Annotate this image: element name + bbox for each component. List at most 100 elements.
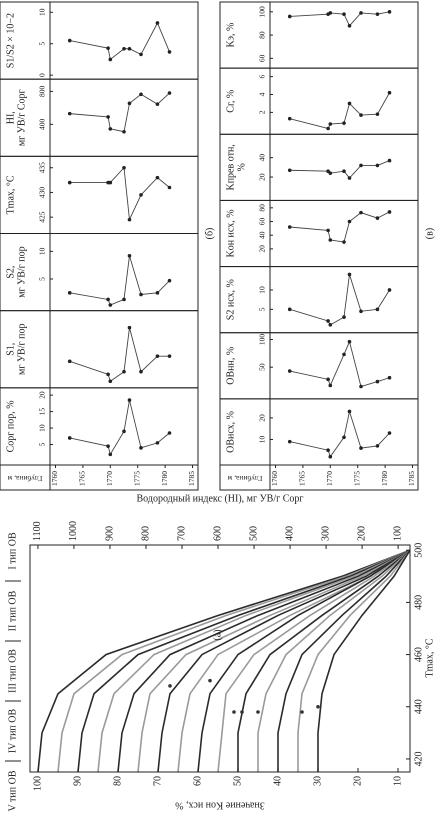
log-point — [387, 210, 392, 214]
y-tick-label: 70 — [152, 776, 163, 786]
log-line — [69, 92, 170, 133]
log-line — [69, 166, 170, 222]
log-tick-label: 5 — [38, 42, 47, 46]
log-panel — [0, 232, 199, 312]
log-line — [69, 255, 170, 306]
x-tick-label: 440 — [413, 699, 424, 714]
log-point — [387, 158, 392, 163]
log-point — [122, 297, 126, 302]
curve — [137, 549, 411, 773]
log-point — [108, 127, 113, 131]
type-label: V тип ОВ — [7, 770, 18, 811]
y-tick-label: 10 — [392, 776, 403, 786]
log-title: S2, — [5, 266, 16, 279]
log-point — [359, 113, 363, 117]
log-point — [347, 219, 352, 224]
depth-tick-label: 1780 — [160, 471, 169, 486]
log-point — [155, 21, 160, 25]
log-point — [139, 446, 143, 450]
log-point — [127, 398, 132, 402]
log-point — [328, 122, 333, 126]
log-point — [287, 307, 292, 312]
log-point — [106, 372, 110, 377]
log-point — [167, 50, 172, 54]
y-tick-label: 30 — [312, 776, 323, 786]
log-point — [328, 11, 333, 15]
log-line — [69, 327, 170, 382]
log-title: S1, — [5, 343, 16, 356]
log-point — [108, 452, 113, 457]
log-point — [127, 46, 132, 51]
y2-tick-label: 700 — [176, 526, 187, 541]
depth-tick-label: 1785 — [187, 471, 196, 486]
log-tick-label: 10 — [258, 435, 267, 443]
curve — [77, 549, 411, 773]
log-point — [67, 436, 72, 440]
log-point — [287, 14, 292, 19]
log-point — [139, 52, 143, 57]
depth-title: Глубина, м — [227, 474, 262, 483]
y2-tick-label: 900 — [104, 526, 115, 541]
type-label: IV тип ОВ — [7, 709, 18, 754]
log-title: ОВисх, % — [225, 411, 236, 453]
log-point — [287, 225, 292, 229]
log-title: Kпрев отн, — [225, 144, 236, 190]
log-point — [342, 315, 346, 319]
log-title: мг УВ/г Сорг — [16, 89, 27, 146]
curve — [177, 549, 411, 773]
log-point — [167, 278, 172, 283]
log-tick-label: 5 — [258, 307, 267, 311]
y-tick-label: 100 — [32, 776, 43, 791]
log-point — [122, 46, 126, 51]
log-point — [108, 379, 113, 384]
log-panel — [219, 332, 419, 400]
log-point — [326, 319, 330, 323]
log-line — [289, 274, 390, 326]
log-tick-label: 40 — [258, 154, 267, 162]
depth-tick-label: 1770 — [325, 471, 334, 486]
log-title: ОВнн, % — [225, 347, 236, 385]
log-point — [287, 439, 292, 444]
y2-tick-label: 400 — [284, 526, 295, 541]
log-line — [289, 409, 390, 458]
curve — [57, 549, 411, 773]
y2-tick-label: 100 — [392, 526, 403, 541]
type-label: I тип ОВ — [7, 532, 18, 570]
log-point — [108, 303, 113, 307]
log-point — [122, 369, 126, 374]
log-title: Сорг пор, % — [5, 400, 16, 452]
log-point — [359, 309, 363, 314]
log-point — [326, 228, 330, 233]
type-label: II тип ОВ — [7, 590, 18, 631]
log-tick-label: 10 — [38, 247, 47, 255]
log-panel — [0, 387, 199, 466]
log-line — [289, 92, 390, 130]
log-point — [127, 325, 132, 330]
log-point — [127, 217, 132, 222]
log-tick-label: 20 — [38, 391, 47, 399]
log-line — [289, 11, 390, 27]
log-line — [69, 21, 170, 61]
log-point — [359, 210, 363, 215]
log-tick-label: 425 — [38, 211, 47, 223]
log-tick-label: 40 — [258, 231, 267, 239]
log-tick-label: 6 — [258, 74, 267, 78]
y-tick-label: 80 — [112, 776, 123, 786]
log-line — [289, 160, 390, 179]
y2-axis-title: Водородный индекс (HI), мг УВ/г Сорг — [136, 493, 303, 504]
log-point — [155, 102, 160, 106]
log-point — [375, 12, 380, 16]
type-label: III тип ОВ — [7, 649, 18, 693]
log-panel — [0, 310, 199, 389]
log-panel — [219, 133, 419, 201]
depth-tick-label: 1770 — [105, 471, 114, 486]
log-title: Сг, % — [225, 90, 236, 113]
log-point — [387, 288, 392, 292]
log-point — [328, 238, 333, 242]
panel-label: (в) — [424, 228, 435, 239]
log-point — [387, 10, 392, 14]
curve — [117, 549, 411, 773]
panel-label: (а) — [212, 629, 223, 640]
log-tick-label: 100 — [258, 6, 267, 18]
